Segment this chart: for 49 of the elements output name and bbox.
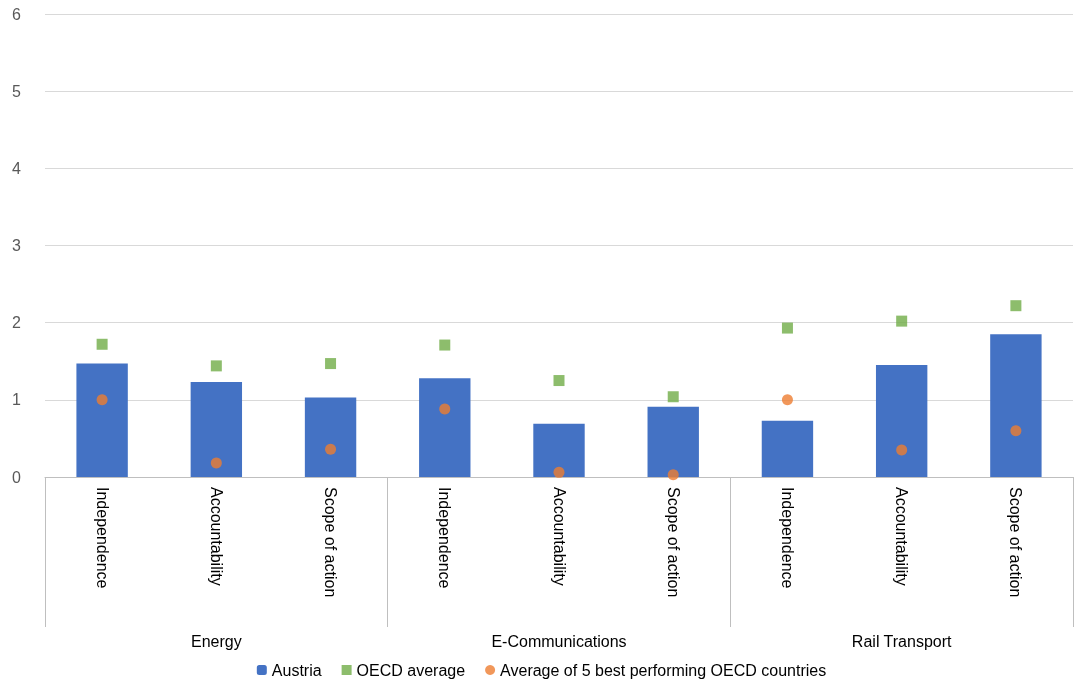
- bar: [533, 423, 585, 477]
- point: [553, 375, 565, 387]
- x-tick-label: Accountability: [207, 487, 225, 586]
- y-tick-label: 4: [12, 159, 22, 177]
- point: [896, 315, 908, 327]
- text: E-Communications: [491, 632, 627, 650]
- x-tick-label: Scope of action: [664, 487, 682, 598]
- point: [325, 358, 337, 370]
- bar: [304, 397, 357, 477]
- y-tick-label: 3: [12, 237, 22, 254]
- point: [781, 394, 793, 406]
- x-tick-label: Independence: [778, 487, 796, 589]
- point: [210, 457, 222, 469]
- point: [96, 338, 108, 350]
- text: Energy: [190, 632, 242, 650]
- x-tick-label: Accountability: [893, 487, 911, 586]
- bar: [190, 382, 243, 477]
- x-tick-label: Independence: [93, 487, 111, 589]
- bar: [76, 363, 128, 477]
- bar: [419, 378, 471, 477]
- x-tick-label: Scope of action: [1007, 487, 1025, 598]
- bar: [647, 406, 699, 477]
- point: [96, 394, 108, 406]
- legend-label: Austria: [271, 661, 322, 679]
- x-tick-label: Independence: [436, 487, 454, 589]
- point: [439, 403, 451, 415]
- y-tick-label: 6: [12, 5, 22, 23]
- point: [896, 444, 908, 456]
- point: [439, 339, 451, 351]
- bar: [761, 420, 814, 477]
- point: [553, 466, 565, 478]
- point: [667, 391, 679, 403]
- point: [667, 469, 679, 481]
- bar: [990, 334, 1042, 477]
- x-tick-label: Accountability: [550, 487, 568, 586]
- text: Rail Transport: [851, 632, 953, 650]
- bar: [875, 365, 928, 477]
- y-tick-label: 0: [12, 468, 22, 486]
- legend-label: OECD average: [356, 661, 466, 679]
- point: [325, 443, 337, 455]
- point: [1010, 425, 1022, 437]
- y-tick-label: 5: [12, 82, 22, 100]
- y-tick-label: 1: [12, 391, 22, 409]
- point: [1010, 300, 1022, 312]
- point: [781, 322, 793, 334]
- y-tick-label: 2: [12, 314, 22, 332]
- legend-label: Average of 5 best performing OECD countries: [500, 661, 827, 679]
- x-tick-label: Scope of action: [322, 487, 340, 598]
- point: [210, 360, 222, 372]
